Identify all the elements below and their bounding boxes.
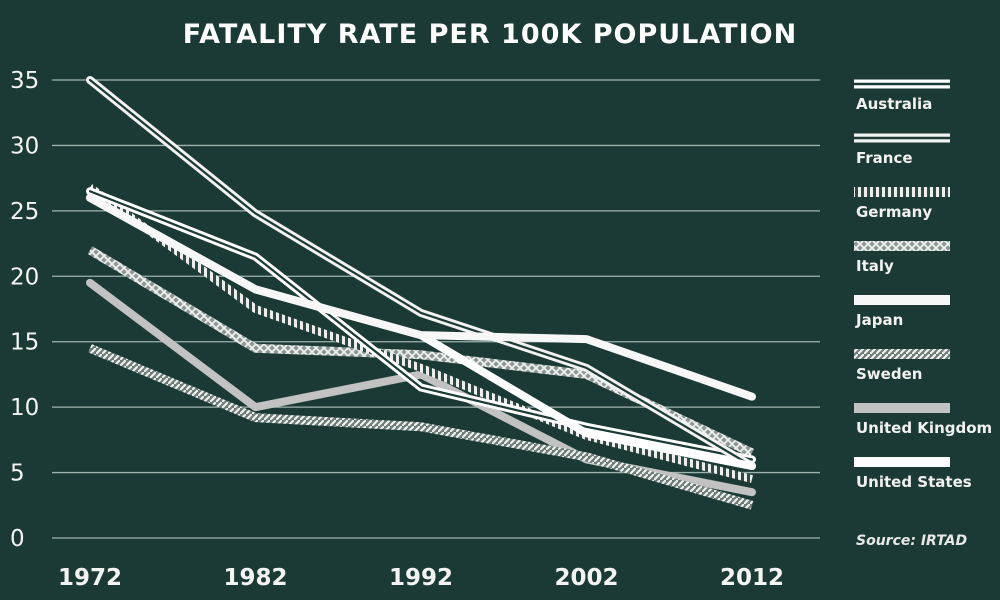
series-france: [86, 76, 756, 471]
legend-label: Sweden: [856, 365, 922, 383]
y-tick-label: 30: [10, 133, 39, 159]
legend-item-united-kingdom: United Kingdom: [854, 403, 992, 437]
source-note: Source: IRTAD: [856, 533, 967, 549]
x-tick-label: 2002: [554, 565, 618, 591]
series-australia: [86, 187, 756, 464]
legend-label: Australia: [856, 95, 932, 113]
y-tick-label: 10: [10, 395, 39, 421]
legend-swatch: [854, 349, 950, 359]
legend-swatch: [854, 241, 950, 251]
legend-item-sweden: Sweden: [854, 349, 950, 383]
series-sweden: [88, 344, 754, 510]
legend-item-united-states: United States: [854, 457, 972, 491]
x-tick-label: 1992: [389, 565, 453, 591]
legend-label: Italy: [856, 257, 894, 275]
legend-label: Germany: [856, 203, 932, 221]
y-tick-label: 20: [10, 264, 39, 290]
legend-item-italy: Italy: [854, 241, 950, 275]
y-tick-label: 5: [10, 461, 25, 487]
y-tick-label: 35: [10, 68, 39, 94]
legend-item-australia: Australia: [854, 79, 950, 113]
grid-layer: 0 5 10 15 20 25 30 35 1972 1982 1992 2002 2012: [10, 68, 820, 591]
y-tick-label: 0: [10, 526, 25, 552]
x-tick-label: 1972: [58, 565, 122, 591]
y-tick-label: 15: [10, 330, 39, 356]
series-layer: [86, 76, 756, 510]
series-japan: [86, 193, 756, 401]
series-line-inner-australia: [88, 190, 754, 461]
legend-item-france: France: [854, 133, 950, 167]
legend-swatch: [854, 187, 950, 197]
x-tick-label: 1982: [223, 565, 287, 591]
legend-label: Japan: [855, 311, 903, 329]
legend-label: United Kingdom: [856, 419, 992, 437]
x-tick-label: 2012: [720, 565, 784, 591]
series-line-inner-france: [88, 78, 754, 468]
y-tick-label: 25: [10, 199, 39, 225]
chart-title: FATALITY RATE PER 100K POPULATION: [183, 19, 797, 50]
legend: Australia France Germany Italy Japan Sweden Un…: [854, 79, 992, 491]
legend-item-japan: Japan: [854, 295, 950, 329]
legend-label: France: [856, 149, 913, 167]
legend-item-germany: Germany: [854, 187, 950, 221]
legend-label: United States: [856, 473, 972, 491]
